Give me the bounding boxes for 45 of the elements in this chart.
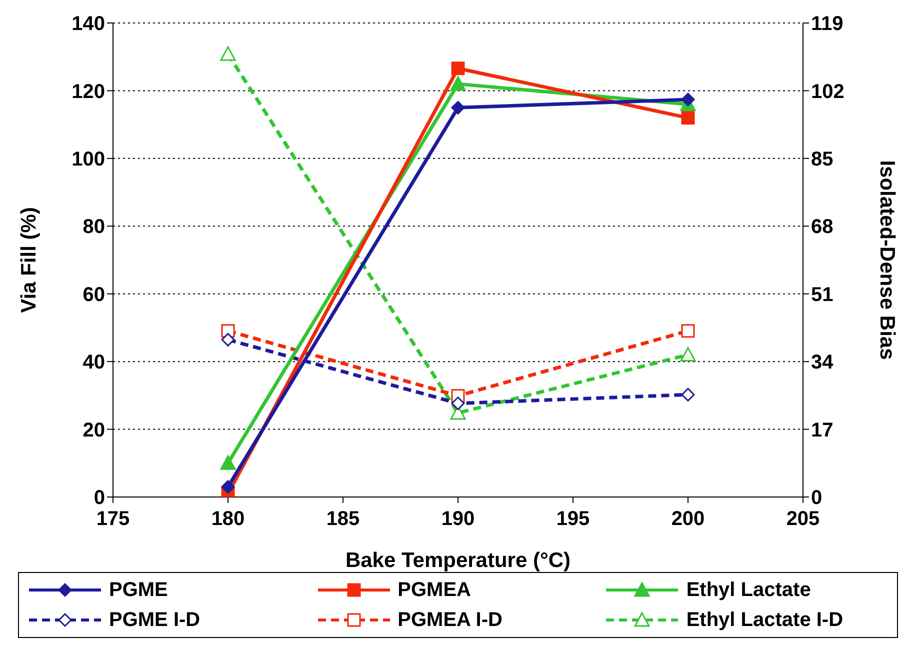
x-tick-label: 180	[211, 508, 245, 530]
point	[451, 62, 465, 76]
y-tick-label: 60	[82, 284, 105, 306]
point	[450, 76, 466, 91]
point	[221, 480, 235, 494]
point	[220, 455, 236, 470]
point	[681, 111, 695, 125]
y2-tick-label: 85	[811, 148, 834, 171]
y2-tick-label: 119	[811, 13, 844, 36]
y-tick-label: 120	[72, 80, 105, 103]
y-tick-label: 40	[82, 352, 105, 374]
y2-tick-label: 0	[811, 487, 822, 510]
y2-tick-label: 51	[811, 284, 834, 306]
x-tick-label: 200	[671, 508, 705, 530]
point	[681, 92, 695, 106]
x-tick-label: 185	[326, 508, 360, 530]
point	[220, 46, 236, 61]
x-axis-title: Bake Temperature (°C)	[345, 549, 571, 572]
y-axis-title: Via Fill (%)	[17, 207, 40, 313]
legend-label: PGME	[109, 578, 168, 602]
point	[680, 347, 696, 362]
point	[221, 332, 235, 346]
point	[681, 388, 695, 402]
point	[681, 324, 695, 338]
y-tick-label: 140	[72, 13, 105, 36]
legend-label: Ethyl Lactate I-D	[686, 608, 844, 632]
legend-label: PGMEA I-D	[398, 608, 502, 632]
y-tick-label: 100	[72, 148, 105, 171]
y2-tick-label: 102	[811, 80, 844, 103]
x-tick-label: 205	[786, 508, 820, 530]
legend-label: Ethyl Lactate	[686, 578, 811, 602]
point	[451, 396, 465, 410]
x-tick-label: 195	[556, 508, 590, 530]
y2-tick-label: 68	[811, 216, 834, 238]
y-tick-label: 20	[82, 419, 105, 442]
y-tick-label: 0	[94, 487, 105, 510]
y2-axis-title: Isolated-Dense Bias	[876, 160, 899, 360]
legend-label: PGMEA	[398, 578, 471, 602]
y2-tick-label: 34	[811, 352, 834, 374]
legend-label: PGME I-D	[109, 608, 200, 632]
y-tick-label: 80	[82, 216, 105, 238]
x-tick-label: 175	[96, 508, 130, 530]
point	[451, 100, 465, 114]
x-tick-label: 190	[441, 508, 475, 530]
y2-tick-label: 17	[811, 419, 834, 442]
